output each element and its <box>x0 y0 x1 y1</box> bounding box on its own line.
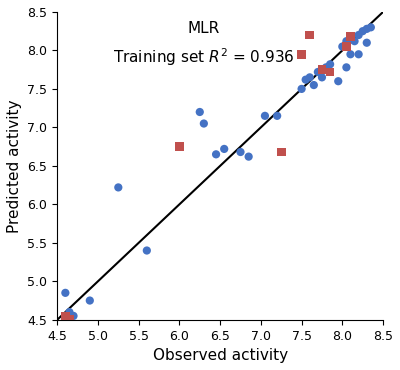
Point <box>144 248 150 253</box>
X-axis label: Observed activity: Observed activity <box>152 348 288 363</box>
Point <box>327 69 333 75</box>
Point <box>356 32 362 38</box>
Point <box>311 82 317 88</box>
Point <box>246 154 252 159</box>
Point <box>306 74 313 80</box>
Point <box>335 78 342 84</box>
Point <box>347 36 354 42</box>
Point <box>319 67 325 73</box>
Y-axis label: Predicted activity: Predicted activity <box>7 99 22 233</box>
Point <box>368 24 374 30</box>
Point <box>339 44 346 50</box>
Point <box>343 38 350 44</box>
Point <box>196 109 203 115</box>
Text: MLR: MLR <box>188 21 220 36</box>
Point <box>278 149 284 155</box>
Point <box>364 26 370 32</box>
Point <box>306 32 313 38</box>
Point <box>262 113 268 119</box>
Point <box>351 38 358 44</box>
Point <box>327 61 333 67</box>
Point <box>347 34 354 40</box>
Point <box>66 309 73 315</box>
Point <box>343 64 350 70</box>
Point <box>343 44 350 50</box>
Point <box>302 77 309 83</box>
Text: Training set $R^2$ = 0.936: Training set $R^2$ = 0.936 <box>113 46 295 67</box>
Point <box>323 64 329 70</box>
Point <box>360 28 366 34</box>
Point <box>62 290 68 296</box>
Point <box>62 313 68 319</box>
Point <box>237 149 244 155</box>
Point <box>213 151 219 157</box>
Point <box>70 313 77 319</box>
Point <box>298 86 305 92</box>
Point <box>274 113 280 119</box>
Point <box>176 144 183 149</box>
Point <box>66 317 73 323</box>
Point <box>356 51 362 57</box>
Point <box>364 40 370 46</box>
Point <box>221 146 228 152</box>
Point <box>319 74 325 80</box>
Point <box>298 51 305 57</box>
Point <box>201 121 207 127</box>
Point <box>115 185 122 191</box>
Point <box>347 51 354 57</box>
Point <box>315 69 321 75</box>
Point <box>87 297 93 303</box>
